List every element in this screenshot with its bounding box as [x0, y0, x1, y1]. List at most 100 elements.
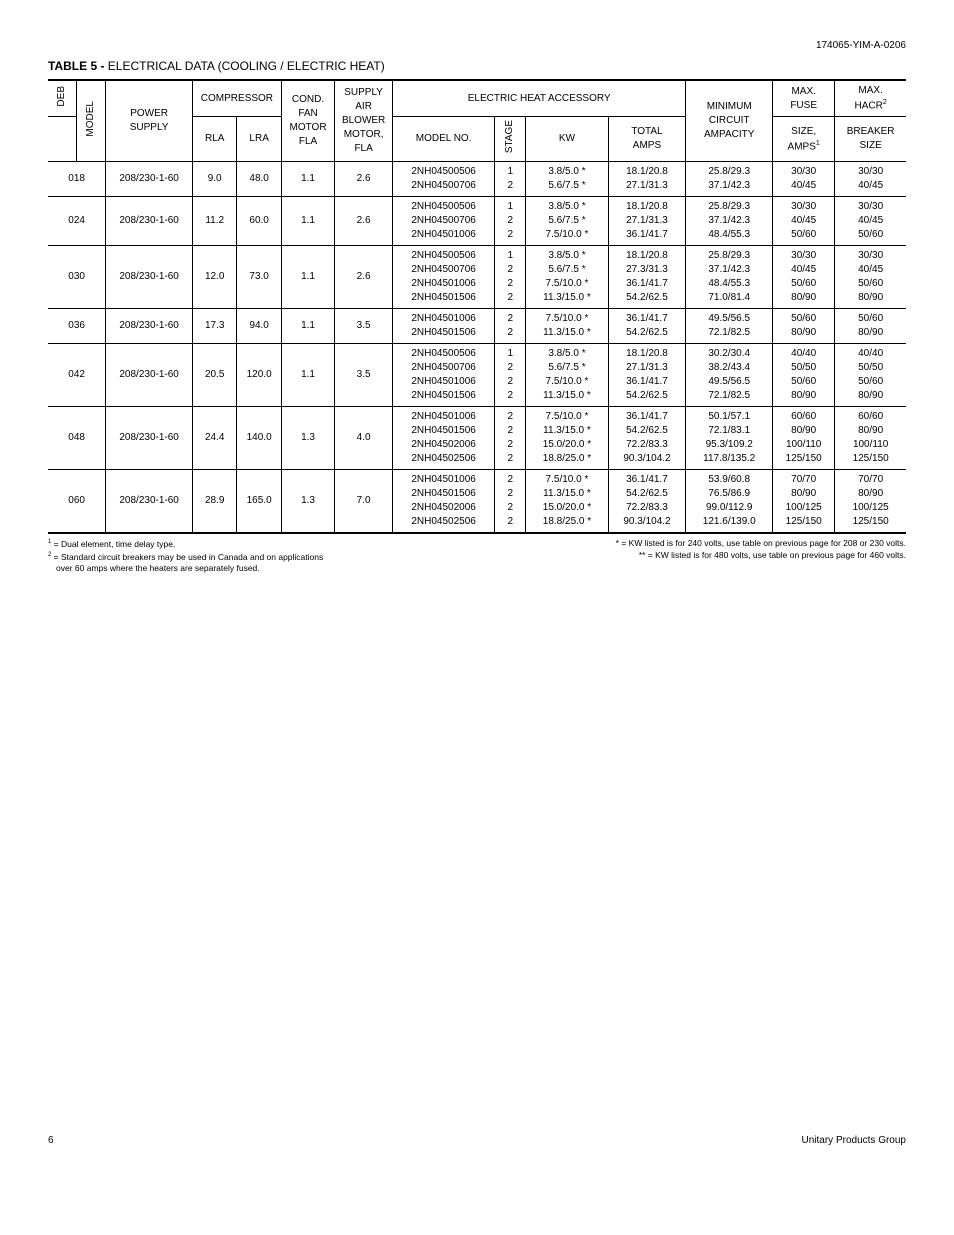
table-cell: 140.0: [237, 407, 281, 470]
table-cell: 73.0: [237, 246, 281, 309]
table-cell: 18.1/20.8 27.1/31.3 36.1/41.7: [608, 197, 686, 246]
cell-model: 018: [48, 162, 106, 197]
footer-brand: Unitary Products Group: [802, 1135, 907, 1146]
table-cell: 4.0: [335, 407, 393, 470]
cell-model: 030: [48, 246, 106, 309]
table-cell: 30/30 40/45: [773, 162, 835, 197]
doc-id: 174065-YIM-A-0206: [48, 40, 906, 51]
table-cell: 30/30 40/45 50/60: [773, 197, 835, 246]
cell-model: 042: [48, 344, 106, 407]
table-cell: 30/30 40/45 50/60: [835, 197, 906, 246]
cell-model: 024: [48, 197, 106, 246]
table-cell: 208/230-1-60: [106, 197, 193, 246]
table-cell: 208/230-1-60: [106, 344, 193, 407]
table-cell: 24.4: [192, 407, 236, 470]
table-cell: 94.0: [237, 309, 281, 344]
hdr-kw: KW: [526, 117, 608, 162]
table-cell: 120.0: [237, 344, 281, 407]
footnotes: 1 = Dual element, time delay type. 2 = S…: [48, 538, 906, 574]
table-cell: 36.1/41.7 54.2/62.5 72.2/83.3 90.3/104.2: [608, 470, 686, 534]
hdr-model-no: MODEL NO.: [393, 117, 495, 162]
table-cell: 1.1: [281, 309, 334, 344]
table-cell: 30/30 40/45 50/60 80/90: [835, 246, 906, 309]
table-cell: 2 2: [495, 309, 526, 344]
electrical-data-table: DEB MODEL POWER SUPPLY COMPRESSOR COND. …: [48, 79, 906, 534]
table-cell: 70/70 80/90 100/125 125/150: [835, 470, 906, 534]
table-title-rest: ELECTRICAL DATA (COOLING / ELECTRIC HEAT…: [108, 59, 385, 73]
hdr-total-amps: TOTAL AMPS: [608, 117, 686, 162]
table-title-bold: TABLE 5 -: [48, 59, 108, 73]
table-cell: 7.0: [335, 470, 393, 534]
hdr-cond: COND. FAN MOTOR FLA: [281, 80, 334, 162]
table-cell: 2 2 2 2: [495, 407, 526, 470]
page-footer: 6 Unitary Products Group: [48, 1135, 906, 1146]
hdr-supply-air: SUPPLY AIR BLOWER MOTOR, FLA: [335, 80, 393, 162]
table-cell: 50/60 80/90: [835, 309, 906, 344]
table-cell: 30/30 40/45: [835, 162, 906, 197]
table-cell: 2NH04500506 2NH04500706 2NH04501006 2NH0…: [393, 246, 495, 309]
table-cell: 7.5/10.0 * 11.3/15.0 * 15.0/20.0 * 18.8/…: [526, 407, 608, 470]
hdr-deb: DEB: [55, 86, 69, 107]
table-cell: 208/230-1-60: [106, 246, 193, 309]
hdr-max-fuse: MAX. FUSE: [773, 80, 835, 117]
hdr-max-hacr: MAX. HACR2: [835, 80, 906, 117]
table-cell: 2NH04500506 2NH04500706: [393, 162, 495, 197]
table-cell: 208/230-1-60: [106, 407, 193, 470]
table-cell: 36.1/41.7 54.2/62.5 72.2/83.3 90.3/104.2: [608, 407, 686, 470]
table-cell: 2NH04501006 2NH04501506 2NH04502006 2NH0…: [393, 407, 495, 470]
table-cell: 1 2 2 2: [495, 344, 526, 407]
table-cell: 70/70 80/90 100/125 125/150: [773, 470, 835, 534]
table-cell: 3.5: [335, 344, 393, 407]
hdr-lra: LRA: [237, 117, 281, 162]
table-title: TABLE 5 - ELECTRICAL DATA (COOLING / ELE…: [48, 59, 906, 73]
cell-model: 060: [48, 470, 106, 534]
table-cell: 17.3: [192, 309, 236, 344]
table-cell: 1.1: [281, 344, 334, 407]
table-cell: 2NH04501006 2NH04501506: [393, 309, 495, 344]
table-cell: 1.3: [281, 470, 334, 534]
table-cell: 30.2/30.4 38.2/43.4 49.5/56.5 72.1/82.5: [686, 344, 773, 407]
table-cell: 3.8/5.0 * 5.6/7.5 * 7.5/10.0 * 11.3/15.0…: [526, 246, 608, 309]
hdr-min-circ: MINIMUM CIRCUIT AMPACITY: [686, 80, 773, 162]
table-cell: 7.5/10.0 * 11.3/15.0 * 15.0/20.0 * 18.8/…: [526, 470, 608, 534]
cell-model: 048: [48, 407, 106, 470]
table-cell: 25.8/29.3 37.1/42.3: [686, 162, 773, 197]
table-cell: 20.5: [192, 344, 236, 407]
table-cell: 11.2: [192, 197, 236, 246]
table-cell: 36.1/41.7 54.2/62.5: [608, 309, 686, 344]
cell-model: 036: [48, 309, 106, 344]
page-number: 6: [48, 1135, 54, 1146]
table-cell: 1.3: [281, 407, 334, 470]
table-cell: 3.8/5.0 * 5.6/7.5 *: [526, 162, 608, 197]
hdr-power: POWER SUPPLY: [106, 80, 193, 162]
table-cell: 3.5: [335, 309, 393, 344]
table-cell: 2NH04500506 2NH04500706 2NH04501006 2NH0…: [393, 344, 495, 407]
table-cell: 1 2: [495, 162, 526, 197]
table-cell: 2.6: [335, 162, 393, 197]
table-cell: 1.1: [281, 246, 334, 309]
table-cell: 2.6: [335, 246, 393, 309]
table-cell: 40/40 50/50 50/60 80/90: [835, 344, 906, 407]
table-cell: 2 2 2 2: [495, 470, 526, 534]
table-cell: 25.8/29.3 37.1/42.3 48.4/55.3: [686, 197, 773, 246]
table-cell: 208/230-1-60: [106, 470, 193, 534]
hdr-eha: ELECTRIC HEAT ACCESSORY: [393, 80, 686, 117]
table-cell: 3.8/5.0 * 5.6/7.5 * 7.5/10.0 *: [526, 197, 608, 246]
table-cell: 165.0: [237, 470, 281, 534]
table-cell: 50/60 80/90: [773, 309, 835, 344]
table-cell: 208/230-1-60: [106, 162, 193, 197]
hdr-model: MODEL: [84, 101, 98, 137]
table-cell: 28.9: [192, 470, 236, 534]
table-cell: 1.1: [281, 197, 334, 246]
table-cell: 208/230-1-60: [106, 309, 193, 344]
table-cell: 25.8/29.3 37.1/42.3 48.4/55.3 71.0/81.4: [686, 246, 773, 309]
table-cell: 2NH04501006 2NH04501506 2NH04502006 2NH0…: [393, 470, 495, 534]
hdr-stage: STAGE: [503, 120, 517, 153]
table-cell: 1.1: [281, 162, 334, 197]
table-cell: 9.0: [192, 162, 236, 197]
table-cell: 60.0: [237, 197, 281, 246]
table-cell: 7.5/10.0 * 11.3/15.0 *: [526, 309, 608, 344]
table-cell: 1 2 2 2: [495, 246, 526, 309]
table-cell: 48.0: [237, 162, 281, 197]
hdr-compressor: COMPRESSOR: [192, 80, 281, 117]
